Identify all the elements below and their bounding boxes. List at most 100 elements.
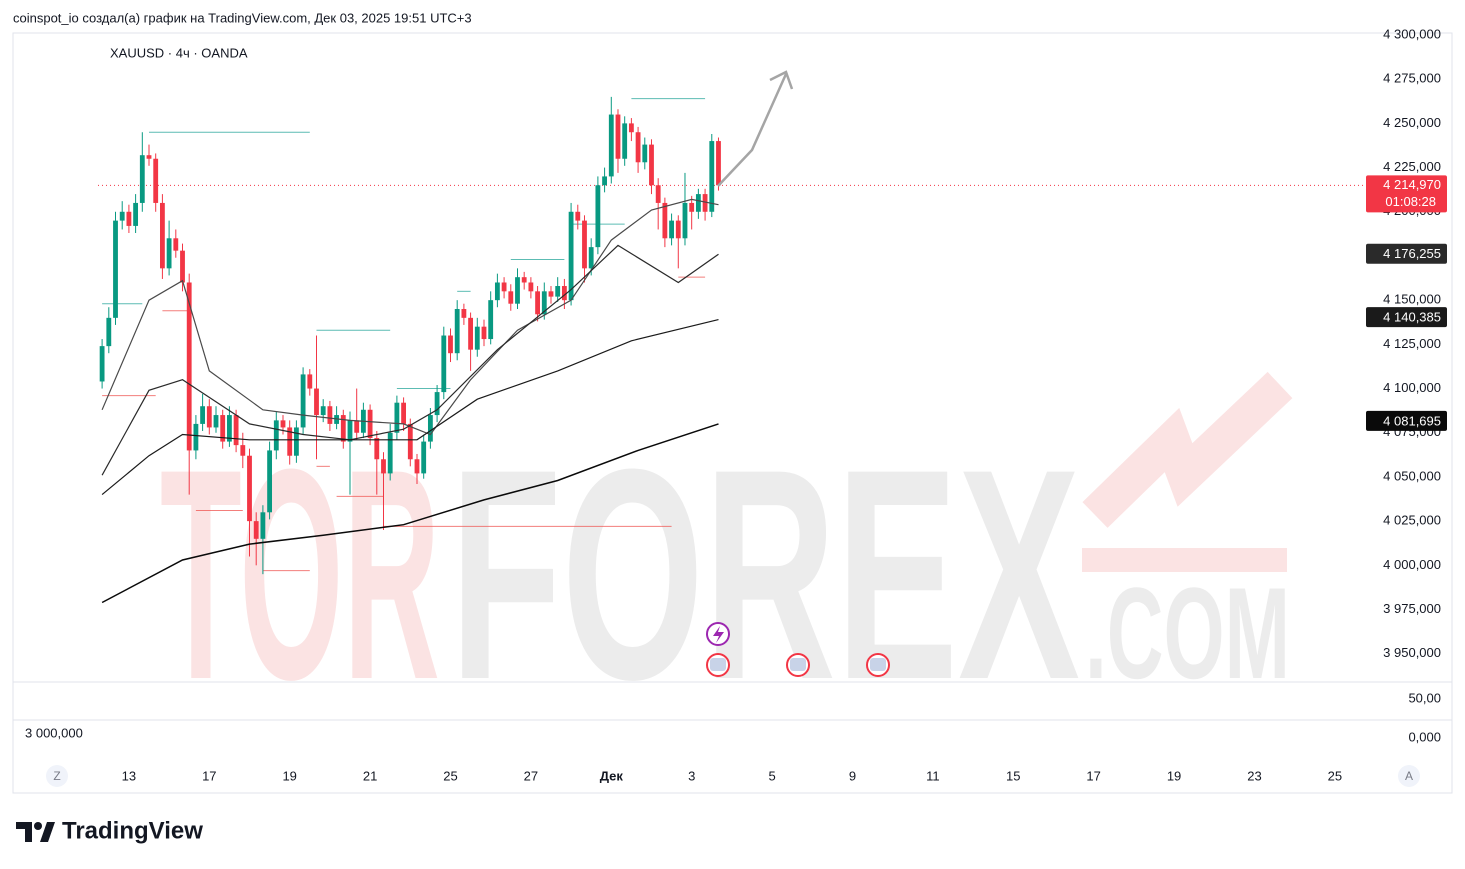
x-tick-label: 11 bbox=[926, 768, 940, 783]
candle-body bbox=[602, 176, 607, 186]
attribution: coinspot_io создал(а) график на TradingV… bbox=[13, 10, 472, 25]
watermark-text: .COM bbox=[1085, 560, 1290, 706]
candle-body bbox=[287, 427, 293, 456]
candle-body bbox=[320, 406, 326, 416]
candle-body bbox=[615, 114, 621, 159]
x-tick-label: 3 bbox=[688, 768, 695, 783]
candle-body bbox=[702, 194, 708, 212]
candle-body bbox=[662, 202, 668, 239]
candle-body bbox=[166, 238, 172, 269]
y-tick-label: 4 100,000 bbox=[1383, 380, 1441, 395]
last-price-tag bbox=[1366, 175, 1447, 213]
watermark-bar bbox=[1082, 548, 1287, 572]
price-tag bbox=[1366, 243, 1447, 264]
flag bbox=[710, 658, 726, 671]
y-tick-label: 4 050,000 bbox=[1383, 468, 1441, 483]
candle-body bbox=[515, 277, 520, 304]
y-tick-label: 4 250,000 bbox=[1383, 115, 1441, 130]
y-tick-label: 4 300,000 bbox=[1383, 26, 1441, 41]
x-tick-label: 17 bbox=[1086, 768, 1100, 783]
auto-scale-button[interactable] bbox=[1398, 765, 1420, 787]
x-tick-label: 9 bbox=[849, 768, 856, 783]
x-tick-label: 23 bbox=[1247, 768, 1261, 783]
event-glyph bbox=[713, 626, 724, 643]
candle-body bbox=[273, 420, 279, 451]
candle-body bbox=[99, 346, 105, 382]
y-tick-label: 4 025,000 bbox=[1383, 513, 1441, 528]
candle-body bbox=[133, 202, 139, 226]
candle-body bbox=[233, 415, 239, 446]
candle-body bbox=[474, 326, 480, 350]
candle-body bbox=[695, 194, 701, 212]
candle-body bbox=[582, 220, 587, 269]
x-tick-label: 25 bbox=[443, 768, 457, 783]
candle-body bbox=[427, 415, 433, 442]
candle-body bbox=[153, 158, 159, 203]
candle-body bbox=[649, 144, 654, 186]
x-tick-label: 27 bbox=[524, 768, 538, 783]
candle-body bbox=[280, 420, 286, 428]
candle-body bbox=[206, 406, 212, 428]
button-label: Z bbox=[53, 769, 60, 783]
candle-body bbox=[468, 317, 474, 350]
candle-body bbox=[327, 406, 333, 424]
candle-body bbox=[200, 406, 206, 424]
y-tick-label: 4 225,000 bbox=[1383, 159, 1441, 174]
moving-average bbox=[101, 244, 719, 476]
watermark-text: TOR bbox=[160, 406, 440, 742]
candle-body bbox=[367, 409, 373, 439]
candle-body bbox=[709, 141, 715, 212]
candle-body bbox=[126, 211, 132, 226]
candle-body bbox=[421, 441, 427, 474]
candle-body bbox=[113, 220, 118, 318]
flag bbox=[870, 658, 886, 671]
x-tick-label: 5 bbox=[768, 768, 775, 783]
price-tag bbox=[1366, 307, 1447, 328]
candle-body bbox=[541, 291, 547, 315]
x-tick-label: 19 bbox=[282, 768, 296, 783]
price-tag-label: 4 081,695 bbox=[1383, 413, 1441, 428]
candle-body bbox=[354, 420, 360, 433]
candle-body bbox=[394, 402, 400, 433]
moving-average bbox=[101, 319, 719, 496]
candle-body bbox=[548, 291, 554, 297]
watermark: TOR FOREX .COM bbox=[160, 371, 1293, 742]
moving-average bbox=[101, 198, 719, 436]
volume-axis-label: 0,000 bbox=[1408, 729, 1441, 744]
candle-body bbox=[240, 445, 246, 456]
candle-body bbox=[139, 155, 145, 203]
candle-body bbox=[655, 185, 661, 203]
candle-body bbox=[716, 141, 721, 186]
candle-body bbox=[628, 123, 634, 133]
y-tick-label: 4 150,000 bbox=[1383, 292, 1441, 307]
candle-body bbox=[561, 286, 567, 301]
volume-axis-label: 50,00 bbox=[1408, 690, 1441, 705]
flag bbox=[790, 658, 806, 671]
event-icons bbox=[706, 622, 890, 677]
candle-body bbox=[508, 291, 514, 304]
candle-body bbox=[401, 402, 407, 424]
price-tag bbox=[1366, 410, 1447, 431]
candle-body bbox=[595, 185, 601, 248]
candle-body bbox=[159, 202, 165, 269]
x-tick-label: 15 bbox=[1006, 768, 1020, 783]
candle-body bbox=[441, 335, 447, 393]
button-label: A bbox=[1405, 769, 1413, 783]
candle-body bbox=[622, 123, 628, 159]
candle-body bbox=[193, 423, 199, 451]
candle-body bbox=[494, 282, 500, 301]
candle-body bbox=[260, 512, 266, 539]
candle-body bbox=[347, 420, 353, 442]
candle-body bbox=[675, 220, 681, 239]
candle-body bbox=[307, 374, 313, 389]
brand-logo: TradingView bbox=[16, 817, 203, 844]
scroll-button[interactable] bbox=[46, 765, 68, 787]
candle-body bbox=[374, 438, 380, 460]
y-tick-label: 4 275,000 bbox=[1383, 71, 1441, 86]
candle-body bbox=[106, 317, 112, 347]
candle-body bbox=[682, 202, 688, 239]
candle-body bbox=[186, 282, 192, 451]
projection-arrow bbox=[717, 70, 794, 187]
candle-body bbox=[528, 282, 534, 292]
candle-body bbox=[521, 277, 527, 283]
